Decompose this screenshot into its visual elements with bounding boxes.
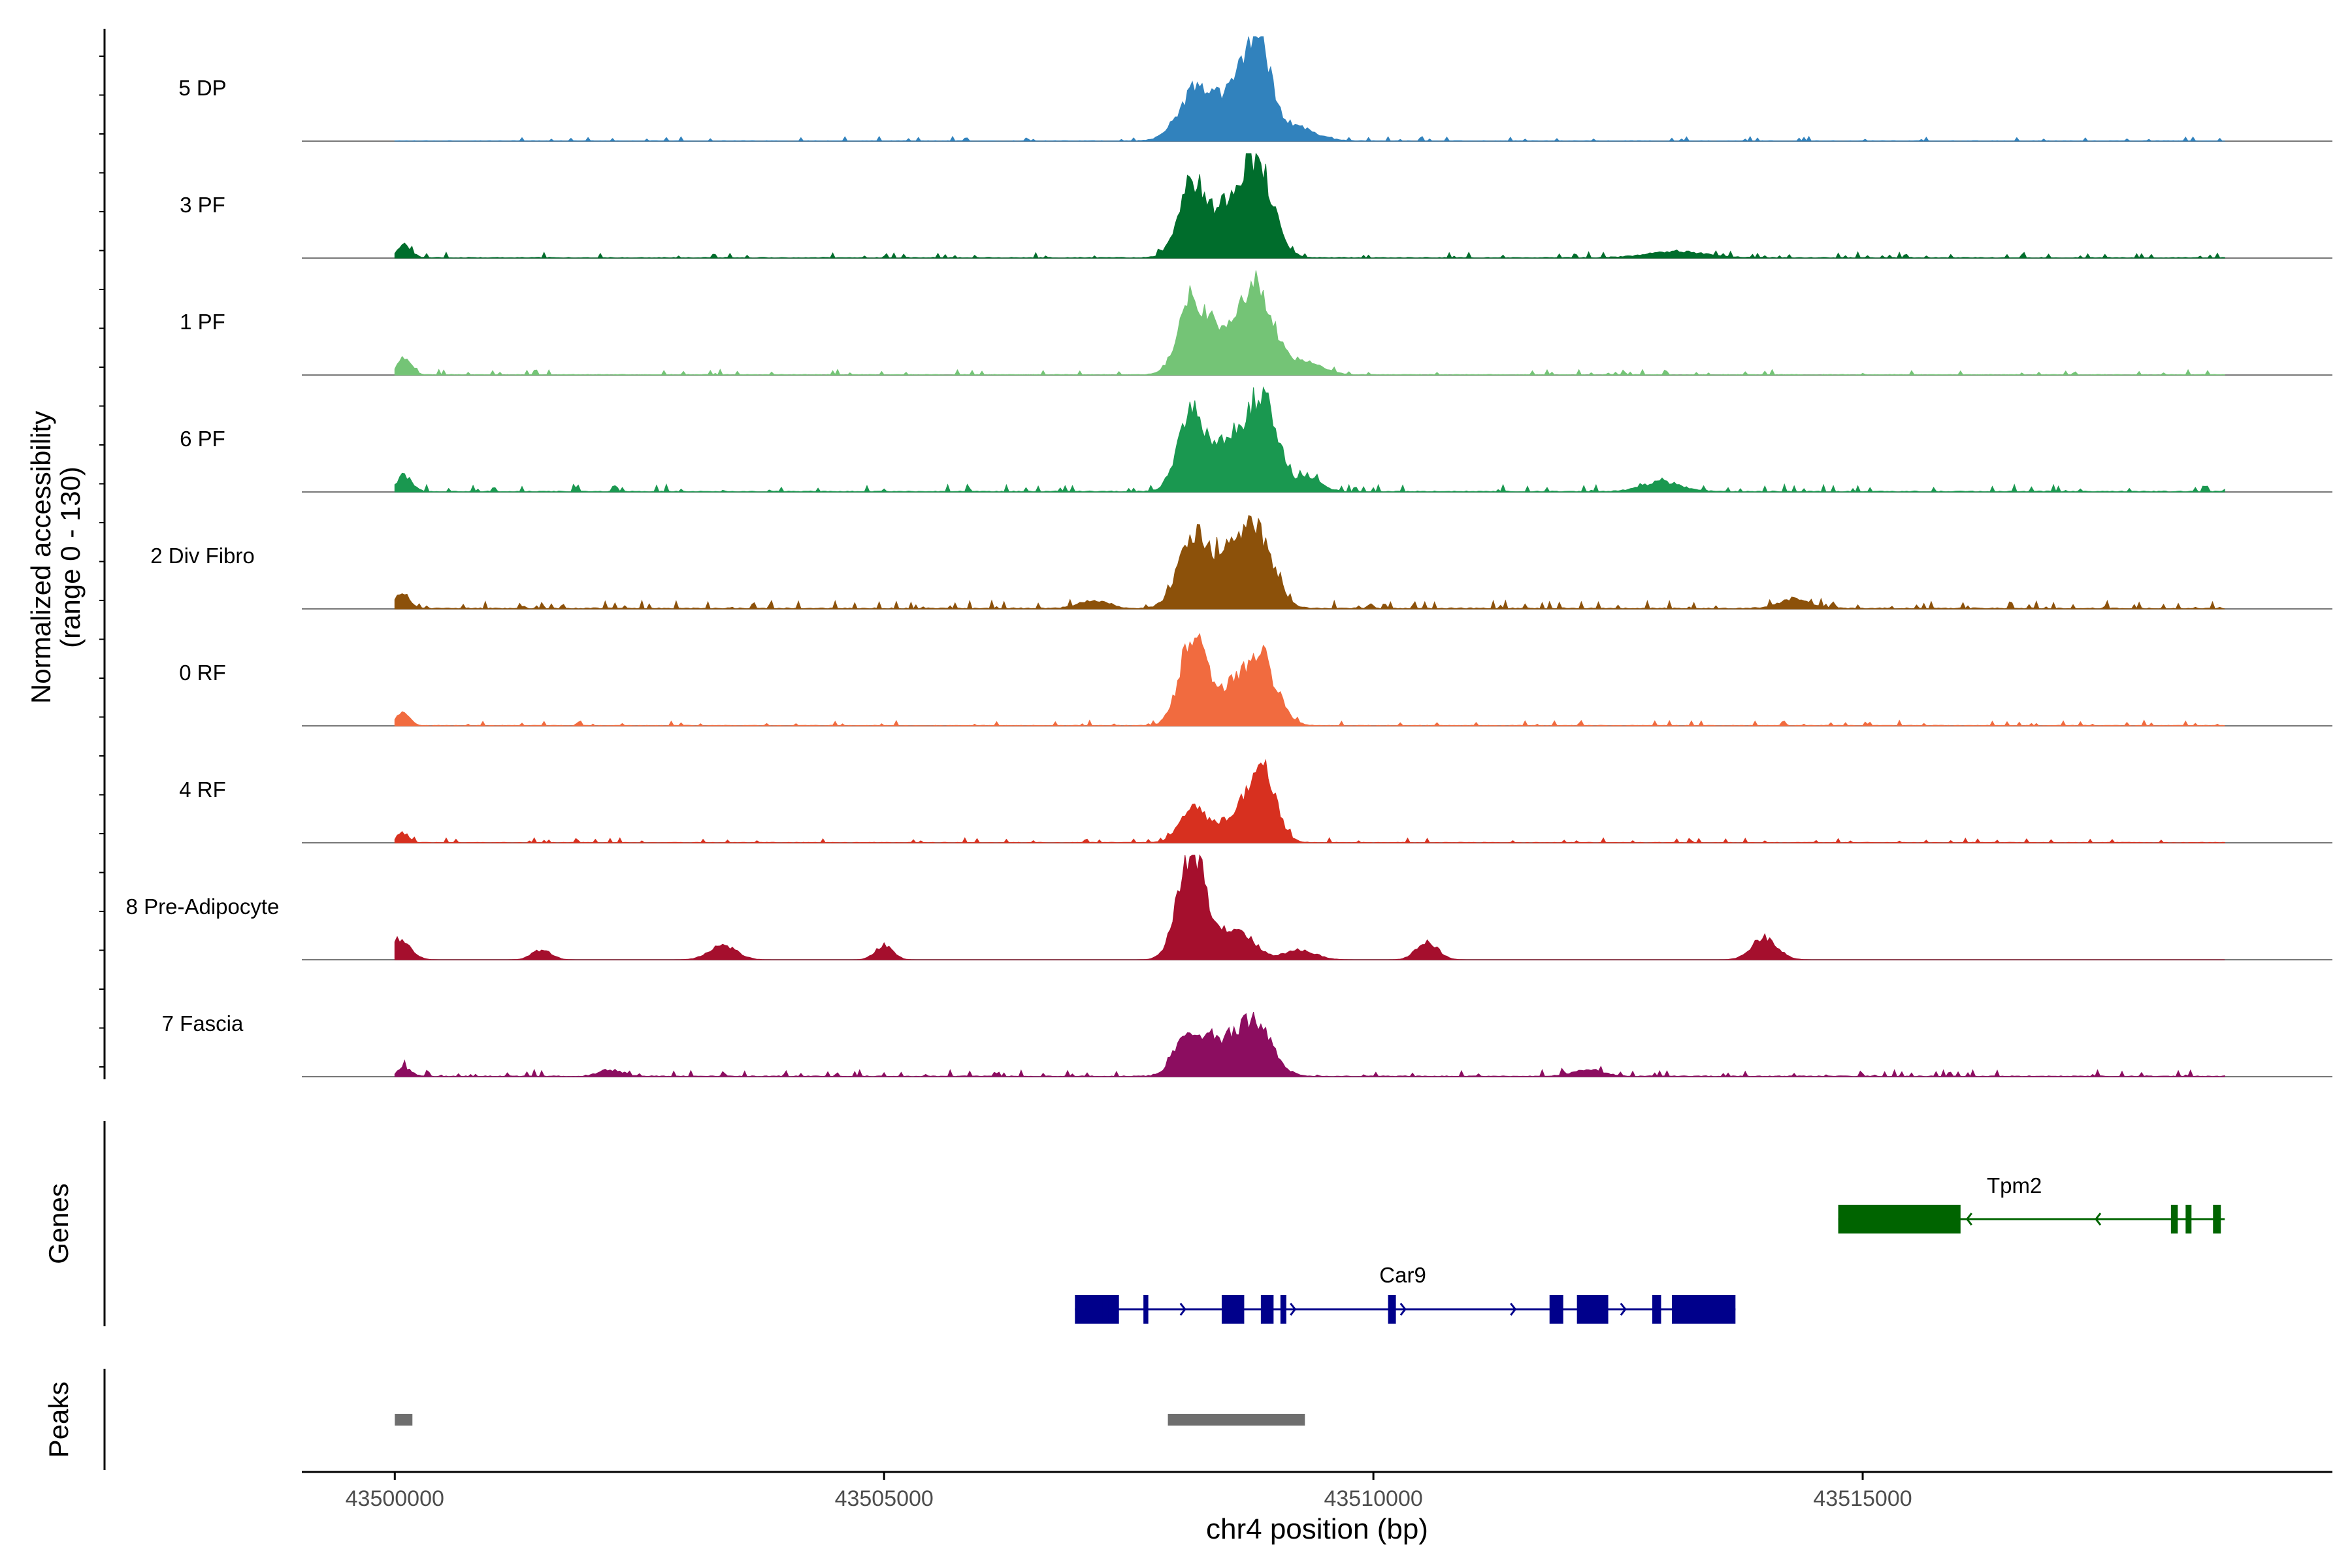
coverage-area bbox=[394, 386, 2225, 493]
genes-panel: Car9 Tpm2 bbox=[1075, 1173, 2225, 1324]
gene-exon bbox=[1549, 1295, 1563, 1324]
track-3-pf: 3 PF bbox=[180, 152, 2332, 259]
track-4-rf: 4 RF bbox=[179, 759, 2332, 843]
gene-car9: Car9 bbox=[1075, 1263, 1736, 1324]
coverage-y-ticks bbox=[99, 56, 105, 1068]
track-label: 6 PF bbox=[180, 427, 225, 451]
strand-arrow bbox=[1620, 1303, 1627, 1316]
track-2-div-fibro: 2 Div Fibro bbox=[150, 515, 2332, 610]
track-8-pre-adipocyte: 8 Pre-Adipocyte bbox=[126, 854, 2332, 960]
track-label: 3 PF bbox=[180, 193, 225, 217]
gene-exon bbox=[2170, 1205, 2178, 1233]
x-axis-ticks: 43500000 43505000 43510000 43515000 bbox=[346, 1472, 1912, 1511]
track-0-rf: 0 RF bbox=[179, 632, 2332, 727]
gene-exon bbox=[1143, 1295, 1149, 1324]
peak-region-bar bbox=[395, 1414, 413, 1426]
gene-label: Tpm2 bbox=[1987, 1173, 2042, 1198]
genes-panel-label: Genes bbox=[43, 1183, 74, 1264]
strand-arrow bbox=[1179, 1303, 1186, 1316]
gene-exon bbox=[1652, 1295, 1661, 1324]
coverage-area bbox=[394, 1011, 2225, 1077]
track-label: 0 RF bbox=[179, 661, 226, 685]
track-label: 7 Fascia bbox=[162, 1011, 244, 1036]
strand-arrow bbox=[2095, 1213, 2102, 1226]
track-5-dp: 5 DP bbox=[178, 36, 2332, 142]
peaks-panel-label: Peaks bbox=[43, 1382, 74, 1458]
strand-arrow bbox=[1965, 1213, 1972, 1226]
x-tick-label: 43510000 bbox=[1324, 1486, 1422, 1511]
gene-exon bbox=[1280, 1295, 1286, 1324]
track-6-pf: 6 PF bbox=[180, 386, 2332, 493]
gene-exon bbox=[1671, 1295, 1736, 1324]
track-label: 1 PF bbox=[180, 310, 225, 334]
track-1-pf: 1 PF bbox=[180, 270, 2332, 376]
gene-tpm2: Tpm2 bbox=[1838, 1173, 2225, 1233]
coverage-area bbox=[394, 759, 2225, 843]
gene-exon bbox=[1221, 1295, 1245, 1324]
track-label: 4 RF bbox=[179, 777, 226, 802]
gene-exon bbox=[1388, 1295, 1396, 1324]
x-tick-label: 43515000 bbox=[1813, 1486, 1912, 1511]
peaks-panel bbox=[395, 1414, 1305, 1426]
strand-arrow bbox=[1510, 1303, 1517, 1316]
x-axis-title: chr4 position (bp) bbox=[1206, 1513, 1428, 1545]
gene-exon bbox=[1260, 1295, 1274, 1324]
gene-exon bbox=[1838, 1205, 1961, 1233]
coverage-area bbox=[394, 515, 2225, 610]
peak-region-bar bbox=[1168, 1414, 1305, 1426]
strand-arrow bbox=[1290, 1303, 1297, 1316]
y-axis-title-line2: (range 0 - 130) bbox=[55, 466, 86, 648]
coverage-area bbox=[394, 270, 2225, 376]
track-panel: 5 DP 3 PF 1 PF 6 PF 2 Div Fibro 0 RF 4 RF 8 Pre… bbox=[126, 36, 2332, 1077]
gene-label: Car9 bbox=[1379, 1263, 1426, 1287]
gene-exon bbox=[2185, 1205, 2192, 1233]
gene-exon bbox=[1576, 1295, 1609, 1324]
x-tick-label: 43500000 bbox=[346, 1486, 444, 1511]
track-label: 8 Pre-Adipocyte bbox=[126, 894, 280, 919]
strand-arrow bbox=[1399, 1303, 1407, 1316]
gene-exon bbox=[2213, 1205, 2221, 1233]
gene-exon bbox=[1102, 1295, 1109, 1324]
coverage-area bbox=[394, 632, 2225, 727]
gene-exon bbox=[1075, 1295, 1119, 1324]
coverage-area bbox=[394, 152, 2225, 259]
track-label: 5 DP bbox=[178, 76, 226, 100]
track-label: 2 Div Fibro bbox=[150, 544, 255, 568]
track-7-fascia: 7 Fascia bbox=[162, 1011, 2332, 1077]
coverage-area bbox=[394, 36, 2225, 142]
y-axis-title-line1: Normalized accessibility bbox=[25, 411, 56, 704]
x-tick-label: 43505000 bbox=[835, 1486, 934, 1511]
coverage-area bbox=[394, 854, 2225, 960]
